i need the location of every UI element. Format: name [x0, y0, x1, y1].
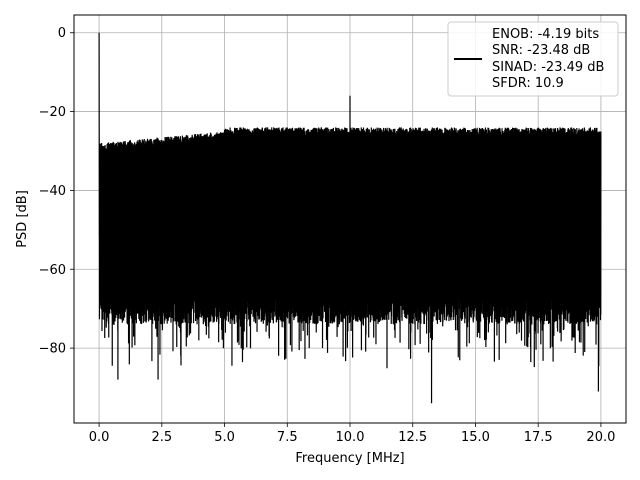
x-tick-label: 10.0	[336, 430, 365, 445]
x-axis-title: Frequency [MHz]	[295, 451, 404, 466]
x-tick-label: 5.0	[214, 430, 235, 445]
psd-line	[98, 32, 602, 404]
x-tick-label: 15.0	[461, 430, 490, 445]
x-tick-label: 20.0	[586, 430, 615, 445]
y-tick-label: 0	[58, 26, 66, 41]
x-tick-label: 2.5	[151, 430, 172, 445]
x-tick-label: 0.0	[89, 430, 110, 445]
y-tick-label: −60	[39, 263, 66, 278]
x-tick-label: 17.5	[524, 430, 553, 445]
legend: ENOB: -4.19 bits SNR: -23.48 dB SINAD: -…	[447, 21, 619, 97]
x-axis-ticks: 0.0 2.5 5.0 7.5 10.0 12.5 15.0 17.5 20.0	[89, 423, 615, 445]
y-tick-label: −80	[39, 342, 66, 357]
y-tick-label: −40	[39, 184, 66, 199]
legend-entry-sfdr: SFDR: 10.9	[492, 76, 564, 91]
y-axis-ticks: 0 −20 −40 −60 −80	[39, 26, 74, 357]
y-axis-title: PSD [dB]	[15, 190, 30, 248]
legend-entry-sinad: SINAD: -23.49 dB	[492, 60, 604, 75]
legend-entry-enob: ENOB: -4.19 bits	[492, 27, 599, 42]
y-tick-label: −20	[39, 105, 66, 120]
x-tick-label: 12.5	[398, 430, 427, 445]
legend-box	[447, 21, 619, 97]
legend-entry-snr: SNR: -23.48 dB	[492, 43, 590, 58]
psd-series	[98, 32, 602, 404]
x-tick-label: 7.5	[277, 430, 298, 445]
